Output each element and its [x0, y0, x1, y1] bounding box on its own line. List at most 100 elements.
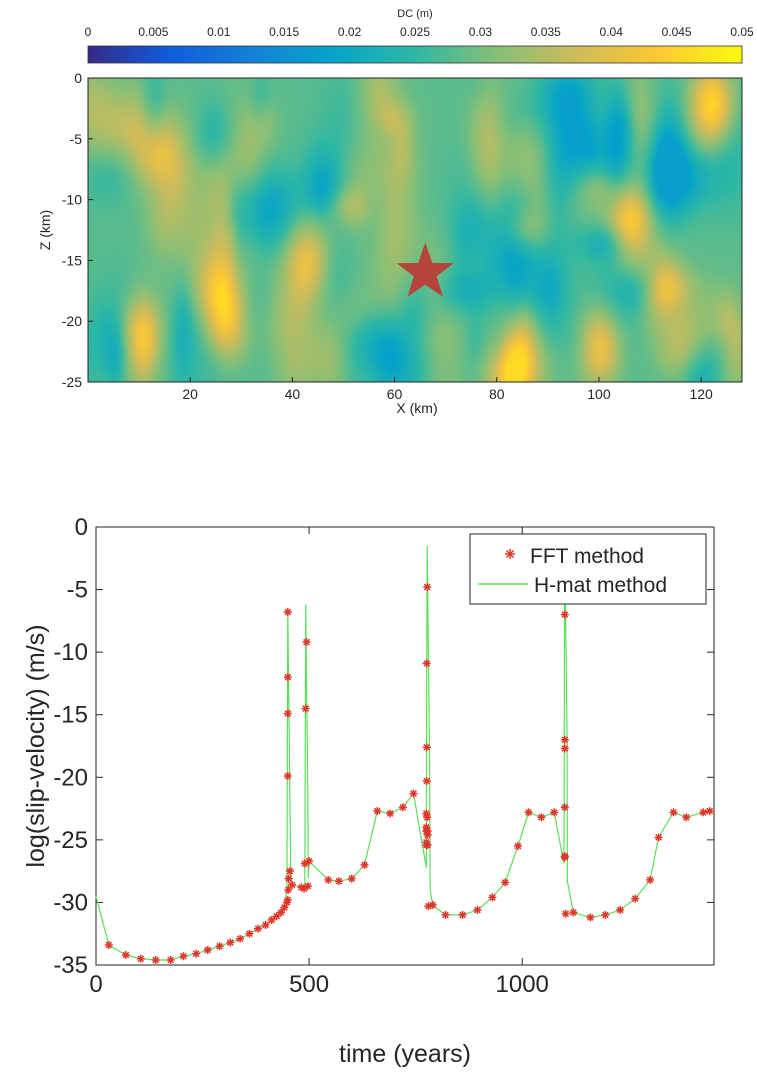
fft-marker-stroke — [284, 772, 292, 780]
dc-heatmap-chart: DC (m) 0 0.005 0.01 0.015 0.02 0.025 0.03 0.035 0… — [37, 8, 754, 416]
fft-data-point — [302, 638, 311, 647]
legend-fft-marker — [505, 549, 515, 559]
fft-marker-stroke — [284, 673, 292, 681]
fft-marker-stroke — [474, 906, 481, 914]
fft-data-point — [283, 673, 292, 682]
colorbar-tick-label: 0.05 — [730, 25, 754, 39]
fft-marker-stroke — [699, 808, 707, 816]
fft-marker-stroke — [122, 951, 130, 959]
heatmap-x-tick-label: 120 — [689, 386, 713, 402]
fft-data-point — [473, 905, 482, 914]
fft-marker-stroke — [655, 833, 662, 841]
fft-data-point — [409, 789, 418, 798]
colorbar-tick-label: 0.02 — [338, 25, 362, 39]
fft-data-point — [654, 833, 663, 842]
colorbar-tick-label: 0.04 — [600, 25, 624, 39]
fft-marker-stroke — [706, 807, 714, 815]
fft-data-point — [283, 772, 292, 780]
fft-marker-stroke — [429, 901, 437, 909]
fft-data-point — [277, 908, 285, 917]
fft-marker-stroke — [424, 841, 431, 849]
colorbar-tick-label: 0.045 — [662, 25, 692, 39]
fft-marker-stroke — [424, 831, 431, 839]
line-y-tick-label: -30 — [53, 889, 88, 916]
heatmap-x-tick-label: 20 — [182, 386, 198, 402]
fft-marker-stroke — [682, 813, 690, 821]
fft-data-point — [423, 813, 432, 822]
fft-marker-stroke — [226, 939, 234, 946]
fft-marker-stroke — [373, 807, 381, 815]
fft-data-point — [560, 803, 569, 812]
fft-marker-stroke — [277, 909, 285, 916]
fft-data-point — [501, 878, 510, 887]
fft-data-point — [428, 900, 437, 909]
fft-data-point — [646, 875, 655, 884]
fft-marker-stroke — [152, 956, 160, 964]
fft-data-point — [550, 808, 559, 817]
heatmap-y-tick-label: 0 — [74, 70, 82, 86]
heatmap-x-tick-label: 40 — [285, 386, 301, 402]
fft-data-point — [422, 777, 431, 785]
fft-data-point — [631, 894, 640, 903]
fft-data-point — [373, 807, 382, 816]
fft-data-point — [305, 857, 314, 866]
fft-data-point — [423, 583, 432, 592]
fft-marker-stroke — [179, 952, 187, 960]
fft-marker-stroke — [538, 813, 545, 821]
colorbar — [87, 45, 743, 64]
fft-data-point — [283, 709, 292, 718]
fft-marker-stroke — [348, 875, 356, 883]
fft-data-point — [560, 735, 569, 744]
slip-velocity-figure: 0 500 1000 0 -5 -10 -15 -20 -25 -30 -35 time (years… — [0, 500, 757, 1076]
fft-marker-stroke — [137, 955, 145, 963]
fft-data-point — [699, 808, 708, 817]
fft-marker-stroke — [423, 660, 431, 667]
fft-marker-stroke — [246, 930, 253, 938]
fft-data-point — [488, 893, 497, 902]
fft-marker-stroke — [192, 950, 200, 958]
heatmap-x-tick-label: 100 — [587, 386, 611, 402]
fft-data-point — [236, 934, 245, 943]
fft-data-point — [284, 885, 293, 894]
fft-marker-stroke — [501, 879, 509, 886]
line-y-tick-label: 0 — [75, 514, 88, 541]
colorbar-tick-label: 0.035 — [531, 25, 561, 39]
fft-data-point — [423, 840, 432, 849]
fft-marker-stroke — [262, 921, 270, 929]
line-y-tick-label: -25 — [53, 827, 88, 854]
heatmap-y-tick-label: -15 — [62, 252, 82, 268]
fft-data-point — [458, 910, 467, 919]
heatmap-y-tick-label: -5 — [70, 131, 83, 147]
fft-marker-stroke — [305, 857, 313, 865]
heatmap-x-tick-label: 80 — [489, 386, 505, 402]
fft-data-point — [513, 842, 522, 851]
fft-marker-stroke — [525, 808, 532, 816]
fft-data-point — [121, 951, 130, 959]
line-x-tick-label: 500 — [289, 971, 329, 998]
dc-field-image — [88, 78, 742, 382]
fft-marker-stroke — [284, 886, 292, 894]
fft-marker-stroke — [561, 745, 569, 752]
fft-data-point — [601, 910, 610, 919]
colorbar-tick-label: 0 — [85, 25, 92, 39]
line-y-tick-label: -5 — [67, 577, 88, 604]
line-y-tick-label: -10 — [53, 639, 88, 666]
slip-velocity-chart: 0 500 1000 0 -5 -10 -15 -20 -25 -30 -35 time (years… — [22, 514, 715, 1068]
fft-data-point — [245, 929, 254, 938]
fft-data-point — [267, 915, 276, 924]
fft-data-point — [347, 874, 356, 883]
fft-marker-stroke — [288, 881, 296, 889]
line-y-tick-label: -35 — [53, 952, 88, 979]
fft-marker-stroke — [670, 808, 677, 816]
fft-marker-stroke — [631, 895, 639, 903]
fft-marker-stroke — [254, 925, 262, 933]
fft-data-point — [254, 924, 262, 933]
heatmap-x-tick-label: 60 — [387, 386, 403, 402]
fft-data-point — [616, 905, 625, 914]
fft-data-point — [166, 956, 175, 964]
line-x-tick-label: 0 — [89, 971, 102, 998]
fft-data-point — [215, 942, 224, 951]
fft-marker-stroke — [284, 896, 292, 904]
fft-marker-stroke — [167, 956, 174, 964]
fft-marker-stroke — [410, 790, 417, 797]
